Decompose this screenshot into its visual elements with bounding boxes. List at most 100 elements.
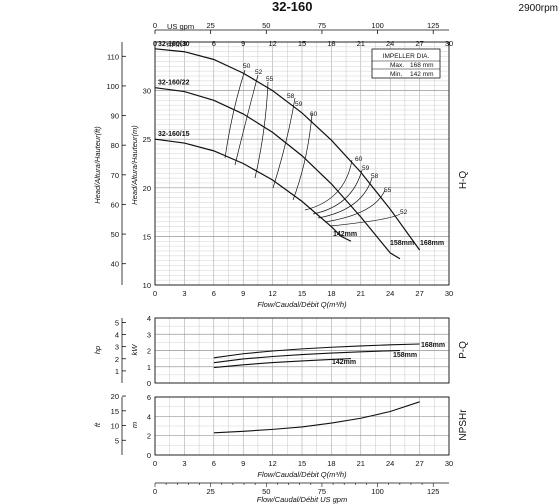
npsh-ytick-ft-label: 10: [111, 422, 119, 431]
efficiency-isoline: [317, 177, 373, 219]
pq-ytick-hp-label: 1: [115, 367, 119, 376]
npsh-xtick-label: 6: [212, 459, 216, 468]
pq-frame: [154, 317, 450, 384]
top-m3h-tick-label: 30: [445, 39, 453, 48]
bottom-gpm-tick-label: 100: [371, 487, 384, 496]
npsh-ytick-m-label: 0: [147, 451, 151, 460]
hq-side-label: H-Q: [458, 171, 469, 190]
npsh-ytick-m-label: 2: [147, 432, 151, 441]
top-m3h-tick-label: 3: [182, 39, 186, 48]
hq-curve-2: [154, 138, 352, 242]
efficiency-label: 60: [310, 111, 318, 118]
npsh-curve: [213, 401, 420, 434]
hq-ytick-ft-label: 70: [111, 171, 119, 180]
efficiency-label: 59: [362, 165, 370, 172]
top-m3h-label: m³/h: [167, 40, 182, 49]
hq-ytick-ft-label: 90: [111, 112, 119, 121]
hq-curve-name-label: 32-160/15: [158, 131, 190, 138]
efficiency-label: 60: [355, 156, 363, 163]
hq-xtick-label: 0: [153, 289, 157, 298]
npsh-xtick-label: 12: [268, 459, 276, 468]
npsh-xtick-label: 30: [445, 459, 453, 468]
npsh-side-label: NPSHr: [458, 409, 469, 441]
top-m3h-tick-label: 6: [212, 39, 216, 48]
npsh-xtick-label: 0: [153, 459, 157, 468]
pq-curve-0: [213, 343, 420, 359]
pq-curve-label: 158mm: [393, 352, 417, 359]
impeller-box-title: IMPELLER DIA.: [383, 53, 430, 60]
efficiency-isoline: [224, 69, 246, 159]
hq-curve-name-label: 32-160/22: [158, 80, 190, 87]
top-m3h-tick-label: 18: [327, 39, 335, 48]
hq-xtick-label: 21: [357, 289, 365, 298]
hq-curve-0: [154, 48, 421, 251]
npsh-yaxis-m-label: m: [130, 422, 139, 428]
pq-ytick-kw-label: 1: [147, 363, 151, 372]
top-gpm-label: US gpm: [167, 22, 194, 31]
bottom-gpm-tick-label: 125: [427, 487, 440, 496]
hq-xtick-label: 12: [268, 289, 276, 298]
impeller-box-max-value: 168 mm: [410, 62, 433, 69]
top-m3h-tick-label: 9: [241, 39, 245, 48]
pq-side-label: P-Q: [458, 341, 469, 359]
bottom-gpm-tick-label: 75: [318, 487, 326, 496]
npsh-xtick-label: 21: [357, 459, 365, 468]
top-m3h-tick-label: 12: [268, 39, 276, 48]
npsh-ytick-ft-label: 15: [111, 407, 119, 416]
hq-ytick-m-label: 25: [143, 135, 151, 144]
bottom-gpm-tick-label: 0: [153, 487, 157, 496]
npsh-xaxis-label: Flow/Caudal/Débit Q(m³/h): [257, 470, 347, 479]
top-m3h-tick-label: 21: [357, 39, 365, 48]
axes-layer: 1015202530405060708090100110Head/Altura/…: [93, 21, 469, 504]
bottom-gpm-tick-label: 25: [206, 487, 214, 496]
efficiency-label: 52: [255, 69, 263, 76]
hq-diam-label: 158mm: [390, 240, 414, 247]
top-m3h-tick-label: 0: [153, 39, 157, 48]
npsh-xtick-label: 18: [327, 459, 335, 468]
impeller-box-min-value: 142 mm: [410, 71, 433, 78]
bottom-axis-label: Flow/Caudal/Débit US gpm: [257, 495, 347, 504]
hq-xtick-label: 3: [182, 289, 186, 298]
efficiency-label: 58: [287, 93, 295, 100]
efficiency-isoline: [324, 189, 386, 223]
hq-xtick-label: 15: [298, 289, 306, 298]
hq-yaxis-ft-label: Head/Altura/Hauteur(ft): [93, 126, 102, 204]
hq-ytick-m-label: 15: [143, 232, 151, 241]
efficiency-label: 50: [243, 63, 251, 70]
top-gpm-tick-label: 100: [371, 21, 384, 30]
hq-ytick-ft-label: 80: [111, 141, 119, 150]
pq-ytick-kw-label: 3: [147, 330, 151, 339]
npsh-xtick-label: 24: [386, 459, 394, 468]
hq-xtick-label: 18: [327, 289, 335, 298]
top-gpm-tick-label: 75: [318, 21, 326, 30]
npsh-ytick-m-label: 6: [147, 393, 151, 402]
top-gpm-tick-label: 25: [206, 21, 214, 30]
top-m3h-tick-label: 15: [298, 39, 306, 48]
efficiency-isoline: [304, 159, 353, 211]
hq-ytick-m-label: 10: [143, 281, 151, 290]
npsh-xtick-label: 27: [415, 459, 423, 468]
npsh-ytick-ft-label: 20: [111, 392, 119, 401]
pq-ytick-hp-label: 3: [115, 343, 119, 352]
efficiency-label: 52: [400, 209, 408, 216]
efficiency-label: 59: [295, 101, 303, 108]
hq-diam-label: 168mm: [420, 240, 444, 247]
efficiency-isoline: [254, 81, 269, 179]
impeller-dia-box: [371, 48, 441, 79]
hq-xaxis-label: Flow/Caudal/Débit Q(m³/h): [257, 300, 347, 309]
hq-xtick-label: 9: [241, 289, 245, 298]
bottom-gpm-tick-label: 50: [262, 487, 270, 496]
hq-diam-label: 142mm: [333, 231, 357, 238]
efficiency-isoline: [329, 213, 401, 227]
hq-yaxis-m-label: Head/Altura/Hauteur(m): [130, 125, 139, 205]
pq-ytick-kw-label: 4: [147, 314, 151, 323]
pq-curve-label: 142mm: [332, 359, 356, 366]
impeller-box-min-label: Min.: [390, 71, 402, 78]
pq-yaxis-kw-label: kW: [130, 344, 139, 356]
hq-curve-1: [154, 87, 401, 260]
efficiency-label: 55: [384, 187, 392, 194]
npsh-yaxis-ft-label: ft: [93, 422, 102, 427]
pq-ytick-hp-label: 5: [115, 318, 119, 327]
